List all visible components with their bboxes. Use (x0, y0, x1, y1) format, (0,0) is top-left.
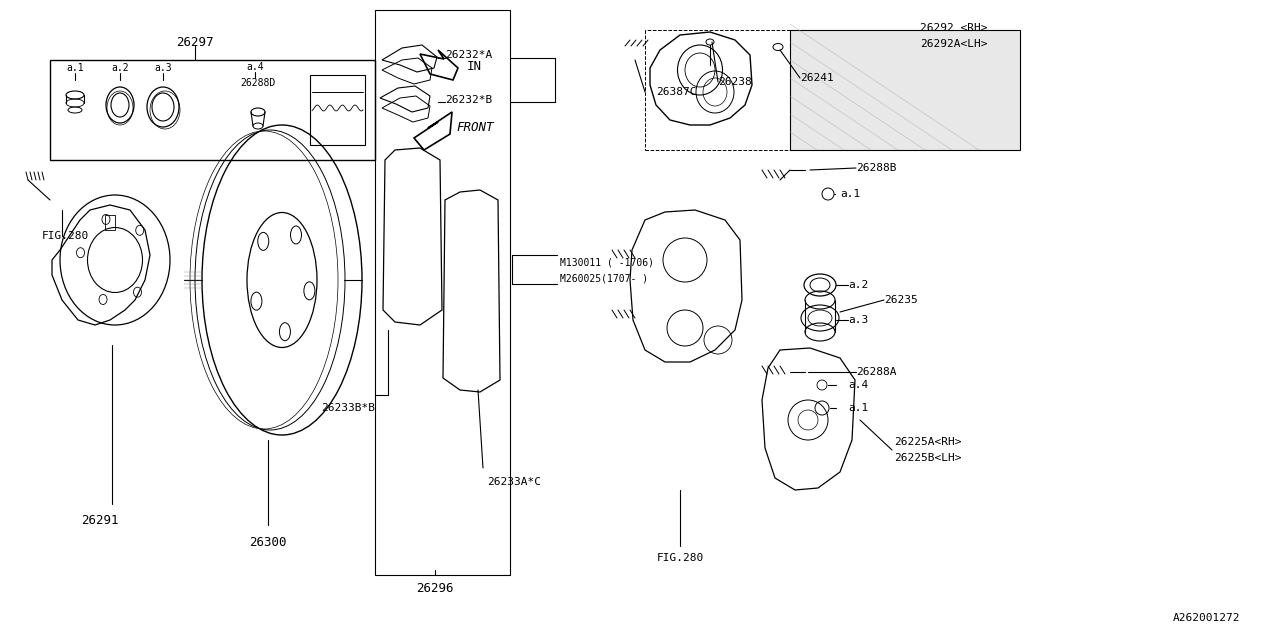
Text: a.3: a.3 (154, 63, 172, 73)
Text: 26297: 26297 (177, 35, 214, 49)
Text: 26232*A: 26232*A (445, 50, 493, 60)
Text: IN: IN (467, 60, 483, 72)
Text: a.2: a.2 (849, 280, 868, 290)
Text: 26288B: 26288B (856, 163, 896, 173)
Text: FRONT: FRONT (456, 120, 494, 134)
Text: 26235: 26235 (884, 295, 918, 305)
Text: 26296: 26296 (416, 582, 453, 595)
Bar (50, 60, 375, 160)
Polygon shape (790, 30, 1020, 150)
Text: a.4: a.4 (246, 62, 264, 72)
Text: 26288A: 26288A (856, 367, 896, 377)
Text: 26233A*C: 26233A*C (486, 477, 541, 487)
Text: FIG.280: FIG.280 (657, 553, 704, 563)
Text: M260025(1707- ): M260025(1707- ) (561, 273, 648, 283)
Text: 26232*B: 26232*B (445, 95, 493, 105)
Text: 26291: 26291 (81, 513, 119, 527)
Text: 26233B*B: 26233B*B (321, 403, 375, 413)
Text: a.1: a.1 (67, 63, 83, 73)
Bar (375, 10, 509, 575)
Bar (105, 215, 115, 230)
Text: 26292 <RH>: 26292 <RH> (920, 23, 987, 33)
Text: M130011 ( -1706): M130011 ( -1706) (561, 257, 654, 267)
Text: 26225B<LH>: 26225B<LH> (893, 453, 961, 463)
Text: 26241: 26241 (800, 73, 833, 83)
Text: a.1: a.1 (849, 403, 868, 413)
Text: 26238: 26238 (718, 77, 751, 87)
Text: FIG.280: FIG.280 (42, 231, 90, 241)
Text: a.1: a.1 (840, 189, 860, 199)
Text: 26288D: 26288D (241, 78, 275, 88)
Text: 26300: 26300 (250, 536, 287, 550)
Text: a.3: a.3 (849, 315, 868, 325)
Text: a.4: a.4 (849, 380, 868, 390)
Text: a.2: a.2 (111, 63, 129, 73)
Text: 26225A<RH>: 26225A<RH> (893, 437, 961, 447)
Text: A262001272: A262001272 (1172, 613, 1240, 623)
Text: 26292A<LH>: 26292A<LH> (920, 39, 987, 49)
Bar (310, 75, 365, 145)
Text: 26387C: 26387C (657, 87, 696, 97)
